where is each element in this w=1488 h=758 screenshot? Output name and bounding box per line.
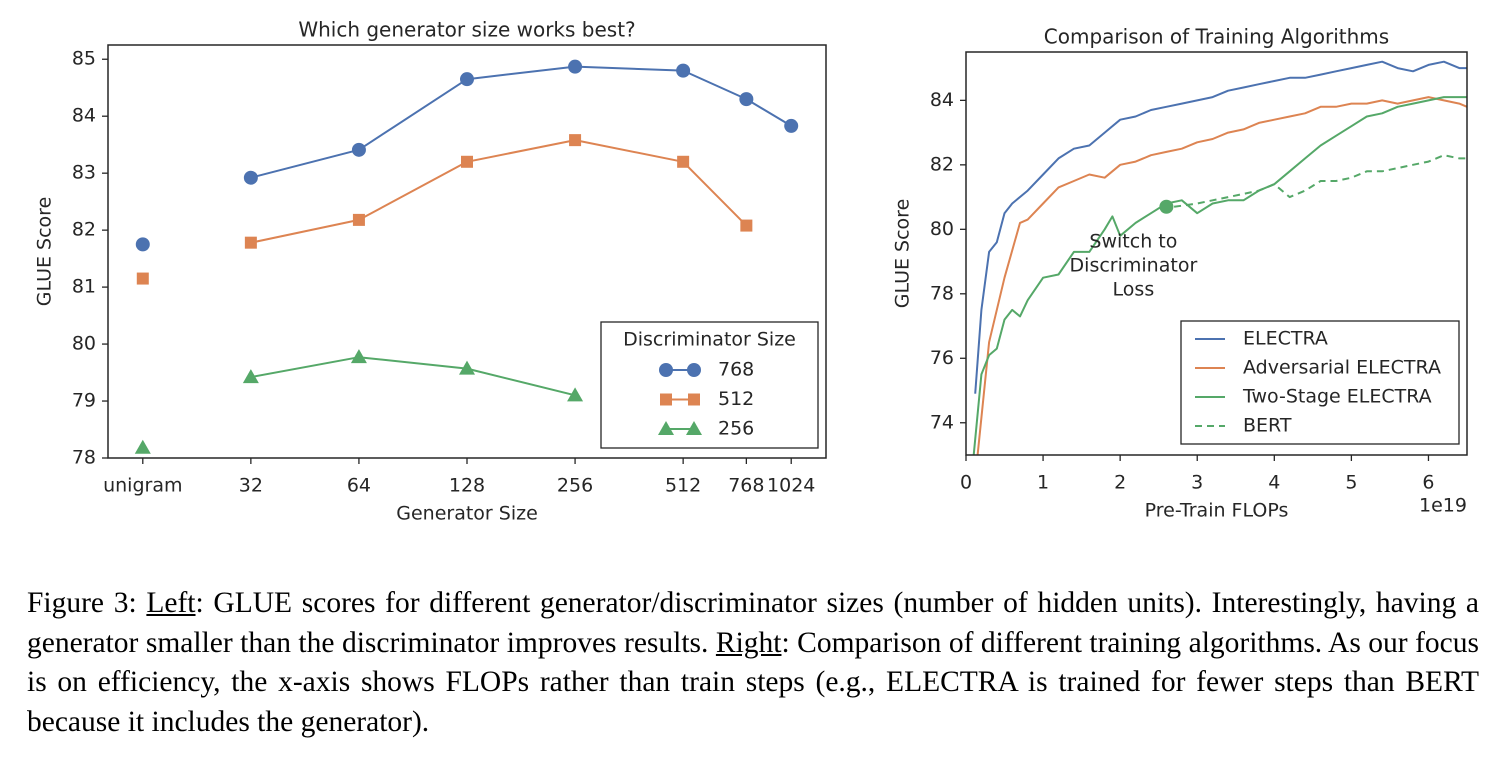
series-line: [974, 60, 1467, 394]
y-tick-label: 78: [72, 447, 96, 469]
y-tick-label: 85: [72, 48, 96, 70]
marker: [244, 236, 257, 249]
y-axis-label: GLUE Score: [34, 197, 56, 307]
caption-right-label: Right: [715, 626, 782, 659]
legend-label: 768: [718, 359, 754, 381]
marker: [568, 59, 583, 74]
legend-label: 256: [718, 418, 754, 440]
y-tick-label: 78: [930, 282, 954, 304]
marker: [784, 118, 799, 133]
series-line: [1173, 154, 1467, 208]
caption: Figure 3: Left: GLUE scores for differen…: [27, 584, 1479, 742]
marker: [135, 237, 150, 252]
x-axis-label: Generator Size: [396, 503, 538, 525]
legend-title: Discriminator Size: [623, 329, 796, 351]
plot-frame: [965, 51, 1468, 456]
annotation: Loss: [1113, 278, 1155, 300]
marker: [134, 439, 151, 454]
series-line: [972, 96, 1467, 456]
x-axis-label: Pre-Train FLOPs: [1145, 500, 1289, 522]
y-tick-label: 82: [930, 153, 954, 175]
marker: [460, 72, 474, 87]
annotation: Discriminator: [1070, 254, 1198, 276]
y-tick-label: 83: [72, 162, 96, 184]
x-tick-label: 256: [557, 475, 593, 497]
y-tick-label: 84: [930, 89, 954, 111]
marker: [351, 142, 366, 157]
legend-label: 512: [718, 388, 754, 410]
chart-title: Which generator size works best?: [298, 18, 635, 42]
x-tick-label: 5: [1345, 472, 1357, 494]
marker: [686, 421, 702, 435]
caption-right-text: : Comparison of different training algor…: [27, 626, 1480, 738]
y-axis-label: GLUE Score: [892, 199, 914, 309]
x-tick-label: 1: [1037, 472, 1049, 494]
y-tick-label: 80: [930, 218, 954, 240]
marker: [352, 213, 365, 226]
y-tick-label: 79: [72, 390, 96, 412]
figure: Which generator size works best? Generato…: [34, 18, 1468, 525]
marker: [676, 63, 691, 78]
x-tick-label: 6: [1422, 472, 1434, 494]
marker: [677, 155, 690, 168]
chart-title: Comparison of Training Algorithms: [1044, 25, 1389, 49]
marker: [136, 272, 149, 285]
x-tick-label: 2: [1114, 472, 1126, 494]
annotation: Switch to: [1089, 230, 1177, 252]
x-tick-label: 0: [960, 472, 972, 494]
marker: [688, 393, 700, 406]
marker: [459, 360, 475, 375]
x-tick-label: 1024: [767, 475, 815, 497]
caption-left-text: : GLUE scores for different generator/di…: [27, 587, 1480, 659]
marker: [243, 170, 258, 185]
caption-left-label: Left: [146, 587, 196, 619]
series-line: [250, 139, 748, 244]
marker: [740, 219, 753, 232]
legend-box: [600, 321, 819, 449]
series-line: [976, 96, 1468, 456]
x-tick-label: 768: [728, 475, 764, 497]
marker: [567, 387, 584, 402]
y-tick-label: 80: [72, 333, 96, 355]
legend-label: Two-Stage ELECTRA: [1242, 386, 1432, 408]
marker: [660, 393, 672, 406]
y-tick-label: 76: [930, 347, 954, 369]
plot-frame: [107, 44, 827, 459]
marker: [569, 134, 582, 147]
y-tick-label: 74: [930, 411, 954, 433]
caption-label: Figure 3:: [27, 587, 137, 619]
marker: [658, 421, 674, 435]
y-tick-label: 81: [72, 276, 96, 298]
marker: [461, 155, 473, 168]
x-tick-label: 3: [1191, 472, 1203, 494]
marker: [242, 369, 259, 384]
marker: [687, 363, 701, 377]
legend-label: Adversarial ELECTRA: [1243, 357, 1441, 379]
x-tick-label: 32: [239, 475, 263, 497]
annotation-point: [1159, 199, 1174, 214]
marker: [659, 363, 673, 377]
legend-box: [1180, 320, 1460, 445]
x-tick-label: 512: [665, 475, 701, 497]
marker: [739, 92, 754, 107]
x-offset-label: 1e19: [1419, 495, 1467, 517]
y-tick-label: 82: [72, 219, 96, 241]
x-tick-label: 128: [449, 475, 485, 497]
series-line: [250, 356, 576, 397]
marker: [350, 349, 367, 364]
x-tick-label: 4: [1268, 472, 1280, 494]
series-line: [250, 65, 792, 179]
x-tick-label: 64: [347, 475, 371, 497]
y-tick-label: 84: [72, 105, 96, 127]
x-tick-label: unigram: [103, 475, 182, 497]
legend-label: BERT: [1243, 415, 1292, 437]
legend-label: ELECTRA: [1243, 328, 1328, 350]
